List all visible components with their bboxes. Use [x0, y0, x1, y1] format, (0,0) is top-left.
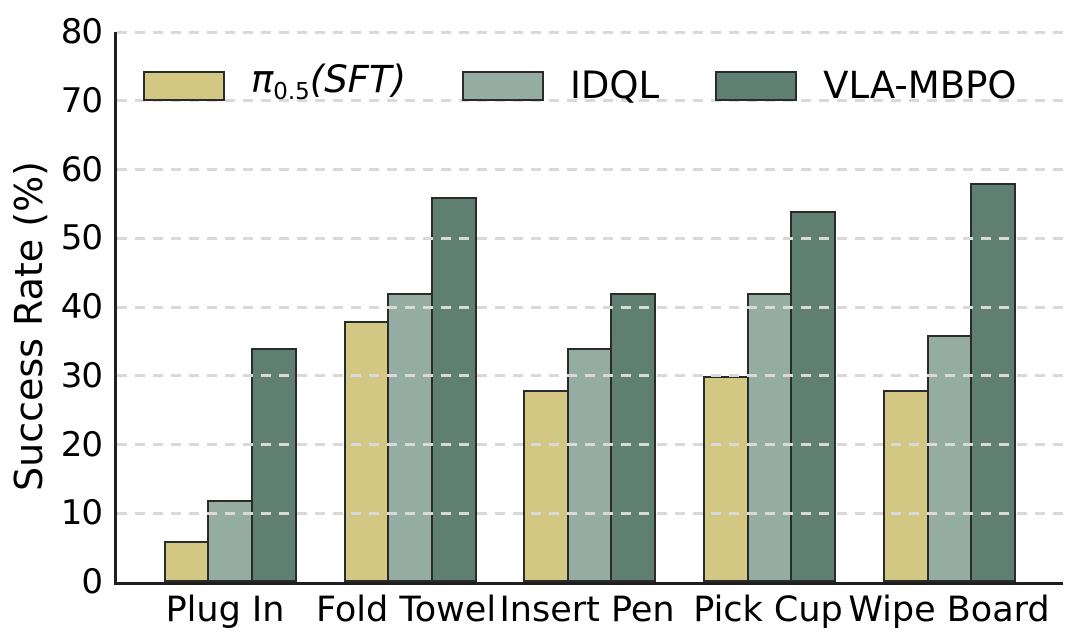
x-tick-plug-in: Plug In: [165, 590, 285, 630]
legend-label: π0.5(SFT): [251, 60, 406, 112]
legend-swatch: [143, 70, 225, 101]
bar-idql: [566, 348, 613, 582]
y-tick-50: 50: [60, 218, 103, 259]
bar-group-pick-cup: [703, 210, 837, 582]
x-tick-insert-pen: Insert Pen: [499, 590, 675, 630]
x-tick-pick-cup: Pick Cup: [693, 590, 843, 630]
bar-vla-mbpo: [610, 293, 657, 582]
bar-group-insert-pen: [523, 293, 657, 582]
bar--0-5-sft-: [883, 389, 930, 582]
legend-item-vla-mbpo: VLA-MBPO: [715, 63, 1017, 107]
bar-group-wipe-board: [883, 183, 1017, 582]
y-tick-60: 60: [60, 149, 103, 190]
bar-idql: [746, 293, 793, 582]
x-tick-fold-towel: Fold Towel: [315, 590, 497, 630]
y-tick-10: 10: [60, 493, 103, 534]
bar--0-5-sft-: [163, 540, 210, 582]
bar-vla-mbpo: [790, 210, 837, 582]
legend-label-part: (SFT): [309, 58, 407, 101]
bar-groups: [117, 32, 1063, 582]
bar-idql: [387, 293, 434, 582]
y-tick-0: 0: [81, 562, 103, 602]
legend: π0.5(SFT) IDQL VLA-MBPO: [143, 60, 1017, 112]
bar--0-5-sft-: [703, 375, 750, 582]
y-tick-20: 20: [60, 424, 103, 465]
y-tick-80: 80: [60, 12, 103, 52]
bar-idql: [207, 499, 254, 582]
bar-vla-mbpo: [250, 348, 297, 582]
legend-label: VLA-MBPO: [823, 63, 1017, 107]
bar-vla-mbpo: [970, 183, 1017, 582]
plot-area: π0.5(SFT) IDQL VLA-MBPO: [114, 30, 1063, 585]
bar-vla-mbpo: [430, 197, 477, 582]
y-tick-40: 40: [60, 287, 103, 327]
y-tick-30: 30: [60, 355, 103, 396]
bar-group-fold-towel: [343, 197, 477, 582]
bar--0-5-sft-: [523, 389, 570, 582]
x-axis-tick-labels: Plug In Fold Towel Insert Pen Pick Cup Wipe …: [114, 590, 1060, 630]
legend-label-part: IDQL: [570, 63, 660, 107]
legend-label-part: VLA-MBPO: [823, 63, 1017, 107]
legend-swatch: [462, 70, 545, 101]
bar-group-plug-in: [163, 348, 297, 582]
legend-swatch: [715, 70, 798, 101]
y-axis-tick-labels: 0 10 20 30 40 50 60 70 80: [0, 15, 103, 599]
bar--0-5-sft-: [343, 320, 390, 582]
legend-label: IDQL: [570, 63, 660, 107]
legend-label-part: 0.5: [273, 78, 310, 105]
y-tick-70: 70: [60, 80, 103, 121]
legend-label-part: π: [251, 58, 274, 101]
x-tick-wipe-board: Wipe Board: [848, 590, 1050, 630]
legend-item-idql: IDQL: [462, 63, 660, 107]
legend-item--0-5-sft-: π0.5(SFT): [143, 60, 406, 112]
bar-idql: [926, 334, 973, 582]
